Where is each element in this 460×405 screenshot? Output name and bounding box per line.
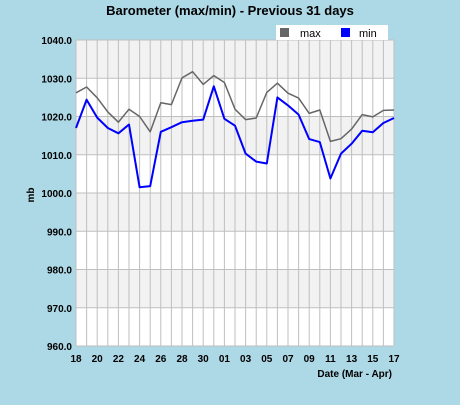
x-tick-label: 03 bbox=[240, 354, 252, 365]
x-tick-label: 20 bbox=[92, 354, 104, 365]
series-lines bbox=[75, 70, 395, 189]
y-tick-label: 1030.0 bbox=[41, 74, 72, 85]
legend: max min bbox=[276, 25, 388, 40]
x-tick-label: 26 bbox=[155, 354, 167, 365]
y-tick-label: 970.0 bbox=[47, 304, 72, 315]
x-tick-label: 09 bbox=[304, 354, 316, 365]
y-tick-label: 990.0 bbox=[47, 227, 72, 238]
y-tick-label: 1010.0 bbox=[41, 151, 72, 162]
x-tick-label: 07 bbox=[282, 354, 294, 365]
y-axis-label: mb bbox=[26, 188, 37, 203]
x-tick-label: 24 bbox=[134, 354, 146, 365]
x-tick-label: 18 bbox=[70, 354, 82, 365]
y-axis-ticks: 960.0 970.0 980.0 990.0 1000.0 1010.0 1020.0 10… bbox=[41, 36, 72, 353]
x-tick-label: 11 bbox=[325, 354, 336, 365]
x-tick-label: 17 bbox=[388, 354, 400, 365]
legend-swatch-max bbox=[280, 28, 289, 37]
legend-box bbox=[276, 25, 388, 40]
legend-swatch-min bbox=[341, 28, 350, 37]
x-axis-label: Date (Mar - Apr) bbox=[317, 369, 392, 380]
y-tick-label: 1000.0 bbox=[41, 189, 72, 200]
chart-title: Barometer (max/min) - Previous 31 days bbox=[106, 3, 354, 18]
x-tick-label: 13 bbox=[346, 354, 358, 365]
y-tick-label: 980.0 bbox=[47, 266, 72, 277]
y-tick-label: 960.0 bbox=[47, 342, 72, 353]
y-tick-label: 1040.0 bbox=[41, 36, 72, 47]
legend-label-max: max bbox=[300, 28, 321, 40]
x-tick-label: 30 bbox=[198, 354, 210, 365]
series-line-min bbox=[75, 85, 395, 189]
series-line-max bbox=[75, 70, 395, 143]
legend-label-min: min bbox=[359, 28, 377, 40]
x-tick-label: 05 bbox=[261, 354, 273, 365]
x-axis-ticks: 18 20 22 24 26 28 30 01 03 05 07 09 11 13 15 17 bbox=[70, 354, 400, 365]
x-tick-label: 15 bbox=[367, 354, 379, 365]
x-tick-label: 22 bbox=[113, 354, 125, 365]
x-tick-label: 01 bbox=[219, 354, 231, 365]
y-tick-label: 1020.0 bbox=[41, 113, 72, 124]
x-tick-label: 28 bbox=[176, 354, 188, 365]
grid-lines bbox=[75, 39, 395, 347]
